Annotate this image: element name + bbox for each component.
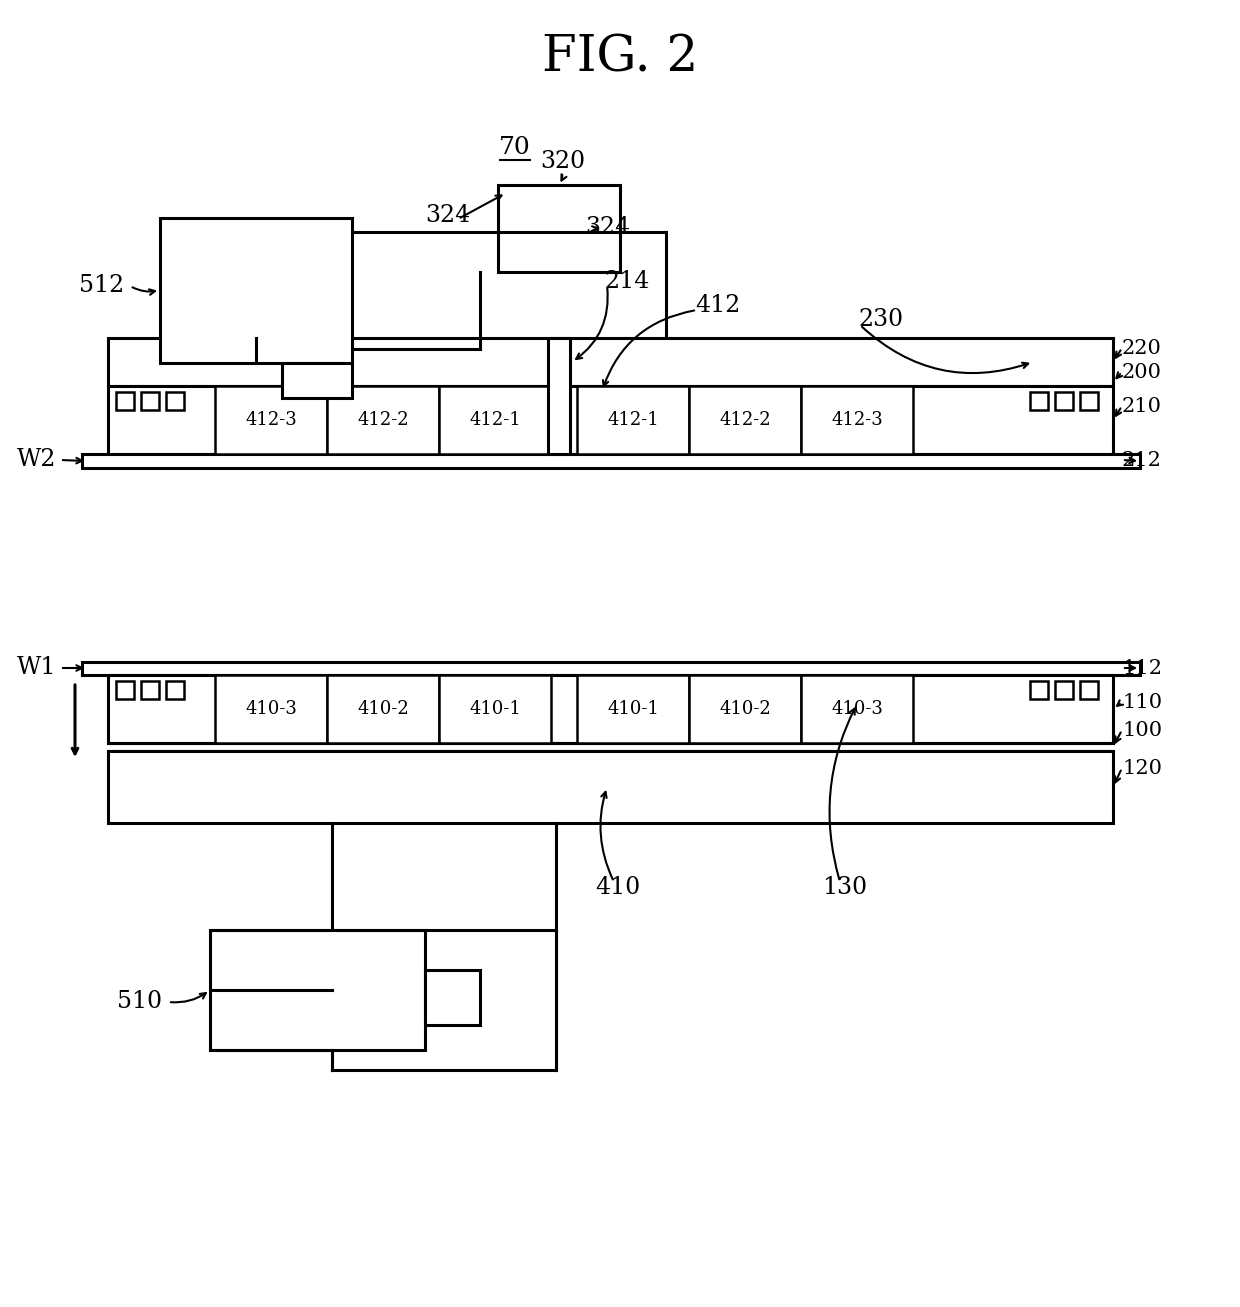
Bar [498,186,620,272]
Bar [117,392,134,410]
Bar [548,339,570,454]
Text: 70: 70 [500,136,531,159]
Bar [1080,392,1097,410]
Bar [689,386,801,454]
Bar [327,386,439,454]
Text: 412-1: 412-1 [469,410,521,429]
Bar [439,386,551,454]
Bar [281,363,352,399]
Bar [689,674,801,742]
Text: 410-1: 410-1 [469,701,521,718]
Bar [1030,392,1048,410]
Bar [215,674,327,742]
Bar [108,339,1114,386]
Text: 510: 510 [117,991,162,1013]
Bar [141,681,159,699]
Text: 412-2: 412-2 [357,410,409,429]
Text: 230: 230 [858,308,903,332]
Text: 412-3: 412-3 [831,410,883,429]
Text: 412-1: 412-1 [608,410,658,429]
Bar [160,218,352,363]
Bar [439,674,551,742]
Bar [82,663,1140,674]
Bar [1080,681,1097,699]
Bar [215,386,327,454]
Bar [210,931,425,1050]
Text: W2: W2 [16,448,56,472]
Text: 110: 110 [1122,693,1162,711]
Text: W1: W1 [16,656,56,680]
Text: 120: 120 [1122,758,1162,778]
Bar [577,386,689,454]
Text: 220: 220 [1122,339,1162,358]
Bar [1055,681,1073,699]
Text: 212: 212 [1122,451,1162,469]
Bar [141,392,159,410]
Text: 200: 200 [1122,362,1162,382]
Text: 324: 324 [585,217,630,239]
Bar [577,674,689,742]
Text: 130: 130 [822,877,868,899]
Bar [166,392,184,410]
Bar [801,386,913,454]
Text: FIG. 2: FIG. 2 [542,33,698,82]
Text: 410-2: 410-2 [719,701,771,718]
Bar [425,970,480,1025]
Bar [327,674,439,742]
Bar [108,674,1114,742]
Text: 412: 412 [694,294,740,316]
Bar [82,454,1140,468]
Text: 512: 512 [79,274,124,298]
Text: 214: 214 [604,271,650,294]
Bar [166,681,184,699]
Text: 412-2: 412-2 [719,410,771,429]
Bar [1030,681,1048,699]
Bar [108,386,1114,454]
Text: 412-3: 412-3 [246,410,296,429]
Bar [515,196,603,261]
Text: 410-3: 410-3 [831,701,883,718]
Text: 112: 112 [1122,659,1162,677]
Text: 410-3: 410-3 [246,701,296,718]
Text: 410-2: 410-2 [357,701,409,718]
Bar [108,752,1114,823]
Text: 100: 100 [1122,720,1162,740]
Bar [1055,392,1073,410]
Text: 210: 210 [1122,396,1162,416]
Bar [117,681,134,699]
Text: 410: 410 [595,877,641,899]
Text: 324: 324 [425,204,471,226]
Text: 320: 320 [541,150,585,174]
Text: 410-1: 410-1 [608,701,658,718]
Bar [801,674,913,742]
